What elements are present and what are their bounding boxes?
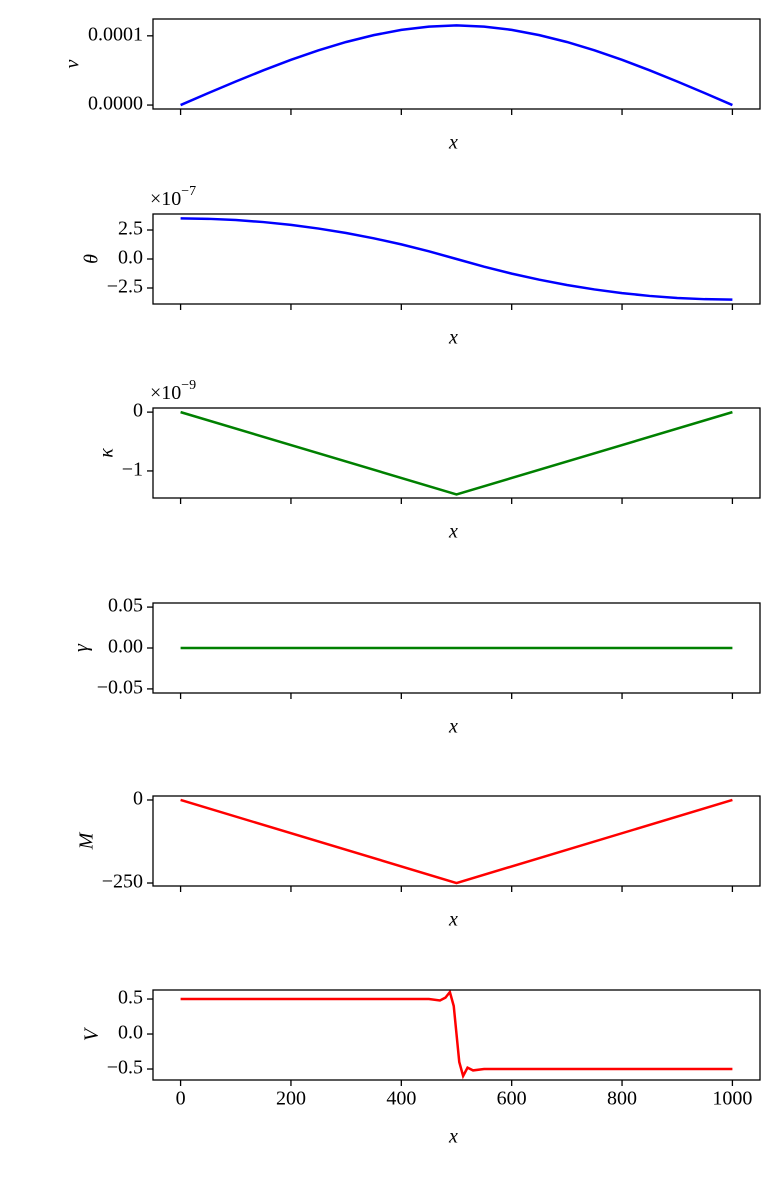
- data-line: [180, 798, 733, 885]
- x-tick-label: 400: [386, 1088, 416, 1110]
- y-tick-label: −250: [102, 871, 143, 893]
- y-tick-label: 0.0: [118, 247, 143, 269]
- y-tick-label: 0: [133, 788, 143, 810]
- data-line: [180, 24, 733, 107]
- axes-frame: [152, 989, 761, 1081]
- y-tick-label: 0.5: [118, 987, 143, 1009]
- x-tick-label: 200: [276, 1088, 306, 1110]
- x-axis-label: x: [448, 1126, 458, 1148]
- y-axis-label: M: [75, 831, 97, 850]
- axes-frame: [152, 18, 761, 110]
- offset-base: ×10: [150, 382, 181, 404]
- x-axis-label: x: [448, 132, 458, 154]
- y-tick-label: 0.05: [108, 595, 143, 617]
- y-tick-label: −0.05: [97, 677, 143, 699]
- y-axis-label: κ: [95, 448, 117, 458]
- y-tick-label: −1: [122, 459, 143, 481]
- y-axis-label: θ: [80, 254, 102, 264]
- y-axis-label: v: [62, 59, 84, 68]
- y-offset-text: ×10−9: [150, 378, 196, 403]
- y-axis-label: γ: [70, 643, 92, 652]
- y-tick-label: −0.5: [107, 1057, 143, 1079]
- x-axis-label: x: [448, 521, 458, 543]
- x-tick-label: 600: [497, 1088, 527, 1110]
- y-tick-label: 0.0001: [88, 23, 143, 45]
- y-tick-label: 0.0000: [88, 93, 143, 115]
- axes-frame: [152, 795, 761, 887]
- y-tick-label: 0: [133, 400, 143, 422]
- x-tick-label: 800: [607, 1088, 637, 1110]
- y-tick-label: 0.0: [118, 1022, 143, 1044]
- x-axis-label: x: [448, 327, 458, 349]
- y-tick-label: −2.5: [107, 276, 143, 298]
- x-tick-label: 0: [176, 1088, 186, 1110]
- data-line: [180, 410, 733, 496]
- y-offset-text: ×10−7: [150, 184, 196, 209]
- y-tick-label: 0.00: [108, 636, 143, 658]
- offset-exponent: −7: [181, 184, 196, 199]
- offset-base: ×10: [150, 188, 181, 210]
- axes-frame: [152, 407, 761, 499]
- x-axis-label: x: [448, 716, 458, 738]
- y-tick-label: 2.5: [118, 218, 143, 240]
- y-axis-label: V: [80, 1026, 102, 1041]
- x-tick-label: 1000: [712, 1088, 752, 1110]
- data-line: [180, 989, 733, 1080]
- offset-exponent: −9: [181, 378, 196, 393]
- data-line: [180, 217, 733, 301]
- x-axis-label: x: [448, 909, 458, 931]
